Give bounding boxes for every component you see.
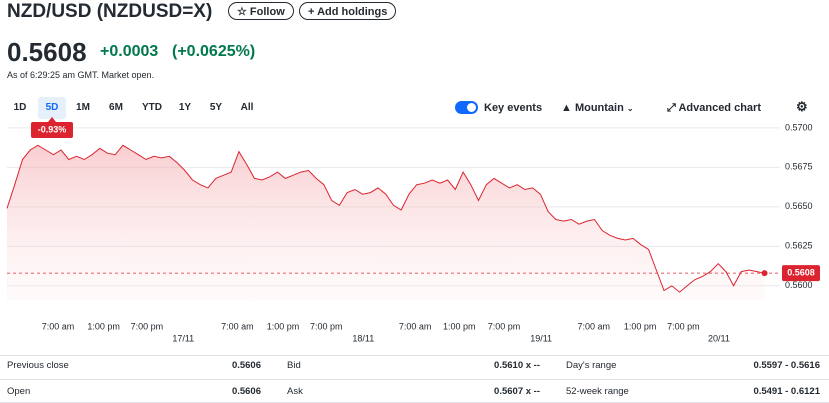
- range-tab[interactable]: 6M: [109, 102, 123, 113]
- range-tab[interactable]: 5D: [38, 97, 66, 119]
- x-tick-label: 1:00 pm: [267, 321, 300, 331]
- period-change-badge: [31, 122, 73, 138]
- last-point: [761, 270, 768, 277]
- follow-label: Follow: [249, 6, 285, 18]
- key-events-label: Key events: [484, 102, 543, 114]
- stat-label: 52-week range: [566, 386, 629, 397]
- range-tab[interactable]: 1M: [76, 102, 90, 113]
- y-tick-label: 0.5700: [785, 122, 813, 132]
- x-tick-label: 1:00 pm: [443, 321, 476, 331]
- stat-value: 0.5491 - 0.6121: [753, 386, 820, 397]
- y-tick-label: 0.5625: [785, 241, 813, 251]
- stat-value: 0.5597 - 0.5616: [753, 360, 820, 371]
- add-holdings-label: Add holdings: [317, 6, 388, 18]
- stat-label: Ask: [287, 386, 303, 397]
- x-tick-label: 7:00 am: [221, 321, 254, 331]
- chart: 0.5700 0.5675 0.5650 0.5625 0.5600 0.5608 -0.9…: [6, 117, 820, 343]
- settings-icon[interactable]: ⚙: [796, 99, 808, 114]
- advanced-chart-label: Advanced chart: [678, 102, 761, 114]
- key-events-toggle[interactable]: [455, 101, 478, 114]
- row-separator: [0, 379, 829, 380]
- timestamp: As of 6:29:25 am GMT. Market open.: [7, 70, 155, 80]
- chart-style-label: Mountain: [574, 102, 624, 114]
- chart-style-button[interactable]: ▲ Mountain ⌄: [561, 102, 634, 114]
- x-tick-label: 7:00 pm: [667, 321, 700, 331]
- y-tick-label: 0.5600: [785, 280, 813, 290]
- add-holdings-button[interactable]: + Add holdings: [299, 2, 397, 20]
- range-tab[interactable]: All: [240, 102, 254, 113]
- row-separator: [0, 355, 829, 356]
- x-tick-label: 1:00 pm: [624, 321, 657, 331]
- x-tick-label: 7:00 am: [399, 321, 432, 331]
- badge-pointer: [48, 117, 56, 122]
- stat-value: 0.5607 x --: [494, 386, 540, 397]
- stat-value: 0.5606: [231, 360, 261, 371]
- period-change: -0.93%: [38, 124, 67, 134]
- area-fill: [7, 145, 765, 300]
- price: 0.5608: [7, 37, 87, 67]
- range-tab[interactable]: YTD: [142, 102, 162, 113]
- x-tick-label: 7:00 pm: [488, 321, 521, 331]
- x-tick-label: 7:00 pm: [131, 321, 164, 331]
- date-tick-label: 19/11: [530, 333, 552, 343]
- price-line: [6, 144, 765, 293]
- range-tab[interactable]: 1D: [13, 102, 27, 113]
- x-tick-label: 7:00 am: [577, 321, 610, 331]
- y-tick-label: 0.5650: [785, 201, 813, 211]
- change-percent: (+0.0625%): [172, 43, 256, 60]
- advanced-chart-button[interactable]: ⤢ Advanced chart: [667, 102, 761, 114]
- x-tick-label: 7:00 pm: [310, 321, 343, 331]
- range-tab[interactable]: 5Y: [209, 102, 223, 113]
- last-price-badge: [782, 265, 820, 282]
- stat-label: Bid: [287, 360, 301, 371]
- stat-label: Day's range: [566, 360, 617, 371]
- date-tick-label: 17/11: [172, 333, 194, 343]
- change: +0.0003: [100, 43, 159, 60]
- x-tick-label: 1:00 pm: [87, 321, 120, 331]
- stat-value: 0.5606: [231, 386, 261, 397]
- title: NZD/USD (NZDUSD=X): [7, 1, 213, 22]
- x-tick-label: 7:00 am: [42, 321, 75, 331]
- follow-button[interactable]: ☆ Follow: [228, 2, 294, 20]
- date-tick-label: 18/11: [352, 333, 374, 343]
- last-price-label: 0.5608: [787, 268, 815, 278]
- stat-label: Open: [7, 386, 31, 397]
- stat-label: Previous close: [7, 360, 69, 371]
- stat-value: 0.5610 x --: [494, 360, 540, 371]
- range-tab[interactable]: 1Y: [178, 102, 192, 113]
- date-tick-label: 20/11: [708, 333, 730, 343]
- y-tick-label: 0.5675: [785, 162, 813, 172]
